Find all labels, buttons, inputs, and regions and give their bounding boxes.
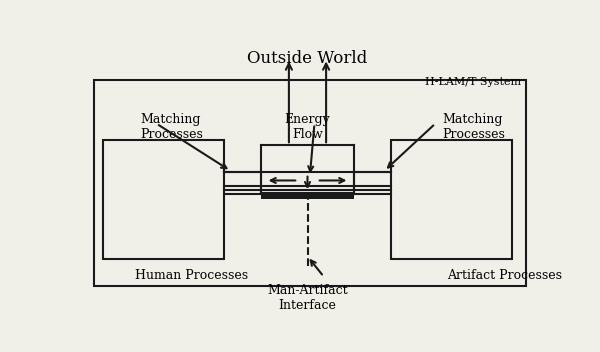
- Text: Artifact Processes: Artifact Processes: [447, 269, 562, 282]
- Text: Matching
Processes: Matching Processes: [442, 113, 505, 141]
- Bar: [94, 80, 526, 286]
- Bar: [391, 140, 512, 259]
- Text: Outside World: Outside World: [247, 50, 368, 67]
- Text: H-LAM/T System: H-LAM/T System: [425, 77, 521, 88]
- Bar: [103, 140, 224, 259]
- Text: Energy
Flow: Energy Flow: [284, 113, 331, 141]
- Bar: [261, 194, 354, 200]
- Text: Man-Artifact
Interface: Man-Artifact Interface: [267, 284, 348, 312]
- Text: Matching
Processes: Matching Processes: [140, 113, 203, 141]
- Text: Human Processes: Human Processes: [136, 269, 248, 282]
